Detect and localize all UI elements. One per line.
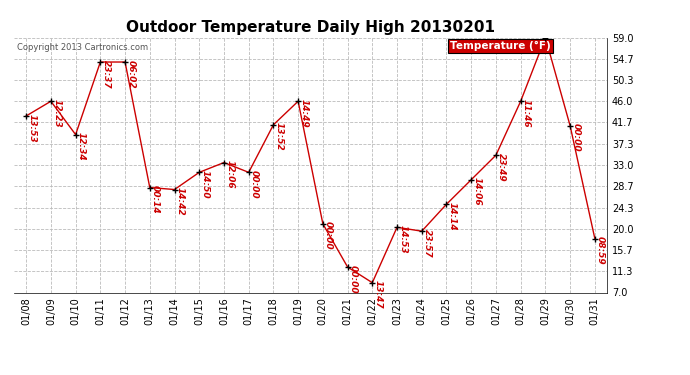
Text: 14:42: 14:42 bbox=[176, 187, 185, 216]
Text: 00:14: 00:14 bbox=[151, 185, 160, 214]
Text: 00:00: 00:00 bbox=[250, 170, 259, 198]
Text: 00:00: 00:00 bbox=[571, 123, 580, 152]
Text: 11:46: 11:46 bbox=[522, 99, 531, 128]
Text: 06:02: 06:02 bbox=[126, 60, 135, 88]
Text: 23:49: 23:49 bbox=[497, 153, 506, 182]
Text: 14:14: 14:14 bbox=[448, 202, 457, 230]
Text: 14:53: 14:53 bbox=[398, 225, 407, 254]
Text: 14:06: 14:06 bbox=[473, 177, 482, 206]
Text: 12:06: 12:06 bbox=[225, 160, 234, 189]
Text: 00:00: 00:00 bbox=[349, 264, 358, 293]
Title: Outdoor Temperature Daily High 20130201: Outdoor Temperature Daily High 20130201 bbox=[126, 20, 495, 35]
Text: Copyright 2013 Cartronics.com: Copyright 2013 Cartronics.com bbox=[17, 43, 148, 52]
Text: 14:49: 14:49 bbox=[299, 99, 308, 128]
Text: 12:34: 12:34 bbox=[77, 132, 86, 161]
Text: 12:23: 12:23 bbox=[52, 99, 61, 128]
Text: Temperature (°F): Temperature (°F) bbox=[450, 41, 551, 51]
Text: 23:37: 23:37 bbox=[101, 60, 110, 88]
Text: 14:50: 14:50 bbox=[201, 170, 210, 198]
Text: 13:52: 13:52 bbox=[275, 122, 284, 151]
Text: 13:53: 13:53 bbox=[28, 114, 37, 142]
Text: 08:59: 08:59 bbox=[596, 236, 605, 265]
Text: 23:57: 23:57 bbox=[423, 229, 432, 257]
Text: 00:00: 00:00 bbox=[324, 221, 333, 250]
Text: 13:47: 13:47 bbox=[373, 280, 382, 309]
